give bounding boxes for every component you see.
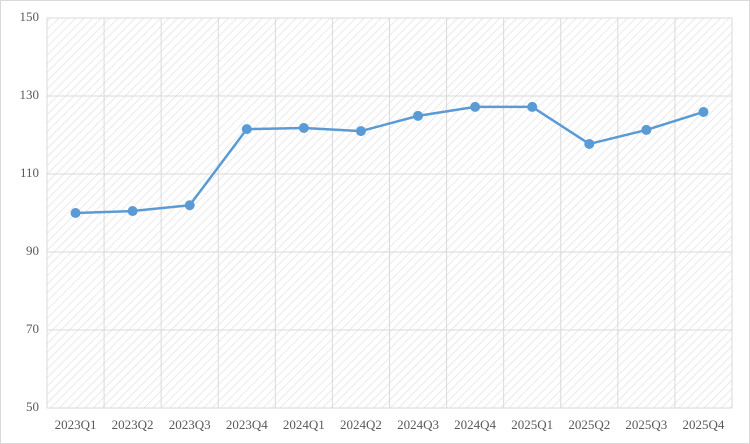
data-point	[527, 101, 538, 112]
y-tick-label: 150	[20, 9, 40, 24]
x-tick-label: 2023Q2	[112, 417, 154, 432]
y-tick-label: 70	[26, 321, 39, 336]
x-tick-label: 2024Q2	[340, 417, 382, 432]
x-tick-label: 2025Q2	[568, 417, 610, 432]
y-tick-label: 90	[26, 243, 39, 258]
data-point	[70, 208, 81, 218]
x-tick-label: 2023Q4	[226, 417, 268, 432]
data-point	[298, 122, 309, 133]
data-point	[698, 106, 709, 117]
x-tick-label: 2024Q4	[454, 417, 496, 432]
data-point	[127, 206, 138, 217]
data-point	[184, 200, 195, 211]
y-tick-label: 110	[20, 165, 39, 180]
x-tick-label: 2025Q1	[511, 417, 553, 432]
data-point	[641, 124, 652, 135]
x-tick-label: 2023Q1	[55, 417, 97, 432]
data-point	[584, 138, 595, 149]
y-tick-label: 50	[26, 399, 39, 414]
x-tick-label: 2025Q4	[683, 417, 725, 432]
y-tick-label: 130	[20, 87, 40, 102]
data-point	[470, 101, 481, 112]
x-tick-label: 2023Q3	[169, 417, 211, 432]
x-tick-label: 2024Q3	[397, 417, 439, 432]
data-point	[355, 126, 366, 137]
x-tick-label: 2024Q1	[283, 417, 325, 432]
data-point	[413, 110, 424, 121]
data-line	[75, 105, 704, 215]
data-point	[241, 124, 252, 135]
x-tick-label: 2025Q3	[625, 417, 667, 432]
